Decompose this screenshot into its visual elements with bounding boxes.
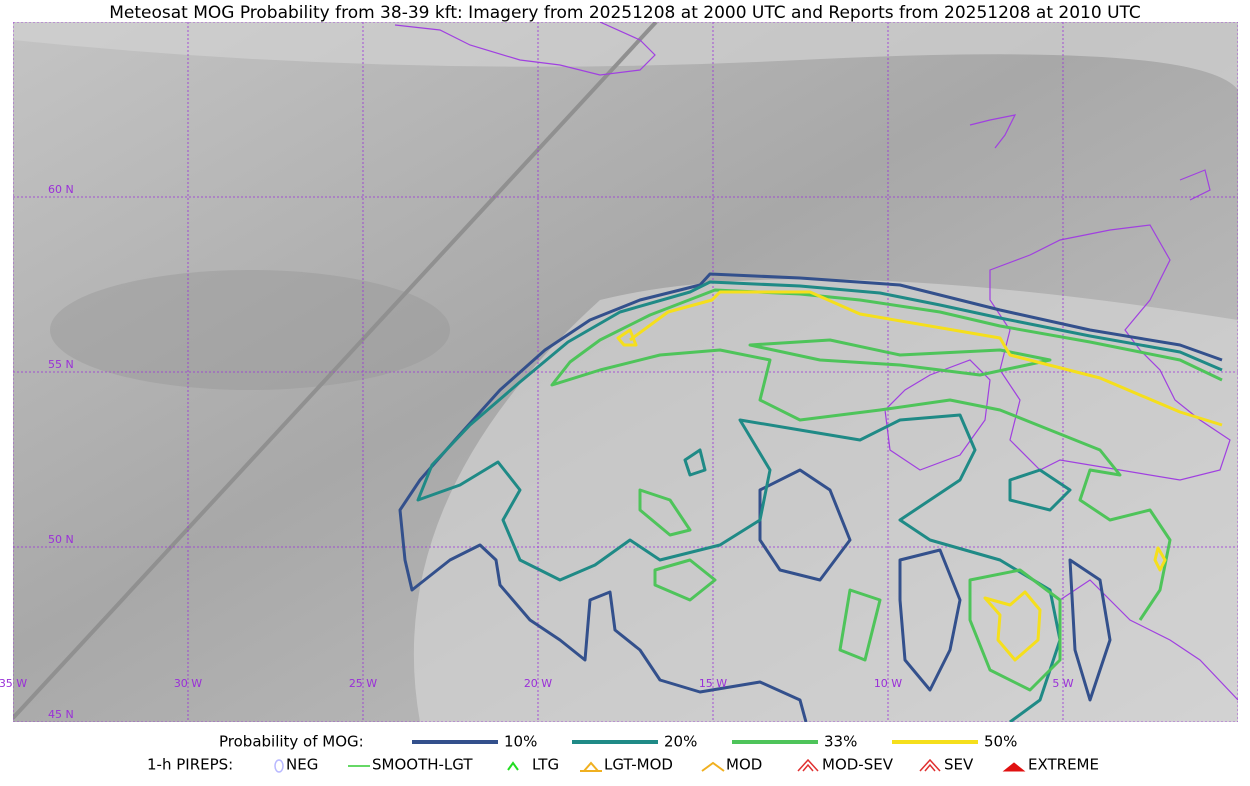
coastline-ireland xyxy=(884,359,991,471)
contour-50 xyxy=(629,290,1223,427)
legend-label: LTG xyxy=(532,756,559,774)
contour-20 xyxy=(416,280,1223,722)
lat-label: 45 N xyxy=(48,708,74,721)
legend-label: NEG xyxy=(286,756,318,774)
lon-label: 35 W xyxy=(0,677,27,690)
lon-label: 20 W xyxy=(524,677,552,690)
grid-labels: 60 N 55 N 50 N 45 N 35 W 30 W 25 W 20 W 15 W 10 W… xyxy=(0,183,1074,721)
legend-label: 10% xyxy=(504,733,537,751)
lon-label: 30 W xyxy=(174,677,202,690)
coastline-france xyxy=(1059,579,1238,701)
swath-edge xyxy=(13,22,658,720)
pirep-icon xyxy=(797,758,819,772)
lat-label: 60 N xyxy=(48,183,74,196)
coastline xyxy=(1179,169,1211,201)
coastline-great-britain xyxy=(989,224,1231,481)
lat-label: 55 N xyxy=(48,358,74,371)
dry-slot xyxy=(50,270,450,390)
legend-label: MOD-SEV xyxy=(822,756,894,774)
legend-label: MOD xyxy=(726,756,762,774)
lon-label: 10 W xyxy=(874,677,902,690)
legend-label: 20% xyxy=(664,733,697,751)
legend-label: 50% xyxy=(984,733,1017,751)
pirep-icon xyxy=(507,761,519,771)
lat-label: 50 N xyxy=(48,533,74,546)
legend-title: Probability of MOG: xyxy=(219,733,364,751)
cloud-band xyxy=(413,279,1238,722)
coastline xyxy=(394,22,656,76)
map xyxy=(13,22,1238,722)
coastline xyxy=(969,114,1017,149)
legend-title: 1-h PIREPS: xyxy=(147,756,233,774)
grid xyxy=(13,22,1238,722)
title: Meteosat MOG Probability from 38-39 kft:… xyxy=(109,3,1141,23)
legend-label: SEV xyxy=(944,756,974,774)
lon-label: 5 W xyxy=(1052,677,1073,690)
contours xyxy=(398,272,1223,722)
pirep-icon xyxy=(580,761,602,772)
contour-10 xyxy=(398,272,1223,722)
legend: Probability of MOG: 10% 20% 33% 50% 1-h PIREP… xyxy=(147,733,1099,774)
contour-33 xyxy=(550,288,1223,621)
legend-label: EXTREME xyxy=(1028,756,1099,774)
pirep-icon xyxy=(1002,762,1026,772)
legend-label: SMOOTH-LGT xyxy=(372,756,473,774)
legend-label: 33% xyxy=(824,733,857,751)
contour-10 xyxy=(758,468,1112,702)
pirep-icon xyxy=(919,758,941,772)
legend-label: LGT-MOD xyxy=(604,756,673,774)
contour-50 xyxy=(616,328,1167,662)
pirep-icon xyxy=(701,761,725,772)
lon-label: 25 W xyxy=(349,677,377,690)
lon-label: 15 W xyxy=(699,677,727,690)
contour-20 xyxy=(683,448,1072,512)
pirep-icon xyxy=(274,759,284,773)
contour-33 xyxy=(638,338,1062,692)
